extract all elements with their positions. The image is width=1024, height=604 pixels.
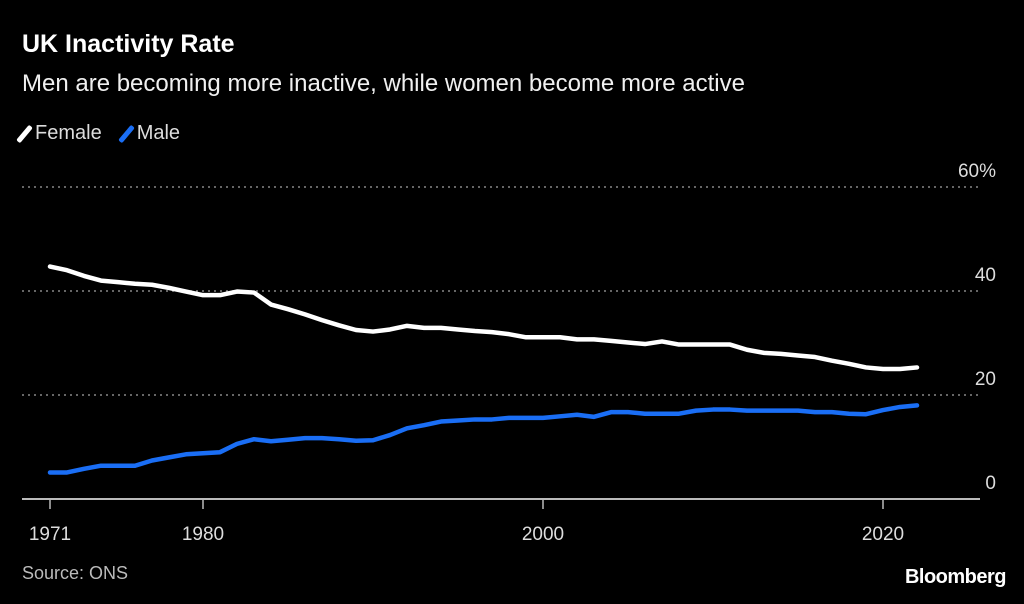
x-tick-label: 1980 (182, 524, 224, 545)
chart-subtitle: Men are becoming more inactive, while wo… (22, 70, 745, 97)
source-note: Source: ONS (22, 563, 129, 583)
legend-item-female: Female (16, 122, 102, 145)
series-line-female (47, 264, 920, 372)
legend: Female Male (16, 122, 181, 145)
x-tick-label: 2000 (522, 524, 564, 545)
y-tick-label: 40 (975, 265, 996, 286)
y-tick-label: 0 (985, 473, 996, 494)
bloomberg-logo: Bloomberg (904, 566, 1007, 588)
legend-label-male: Male (136, 122, 181, 144)
y-tick-label: 60% (958, 161, 996, 182)
series-line-male (47, 403, 920, 475)
y-tick-label: 20 (975, 369, 996, 390)
x-tick-label: 1971 (29, 524, 71, 545)
legend-label-female: Female (35, 122, 102, 144)
legend-item-male: Male (117, 122, 181, 145)
x-tick-label: 2020 (862, 524, 904, 545)
chart-title: UK Inactivity Rate (22, 30, 235, 58)
